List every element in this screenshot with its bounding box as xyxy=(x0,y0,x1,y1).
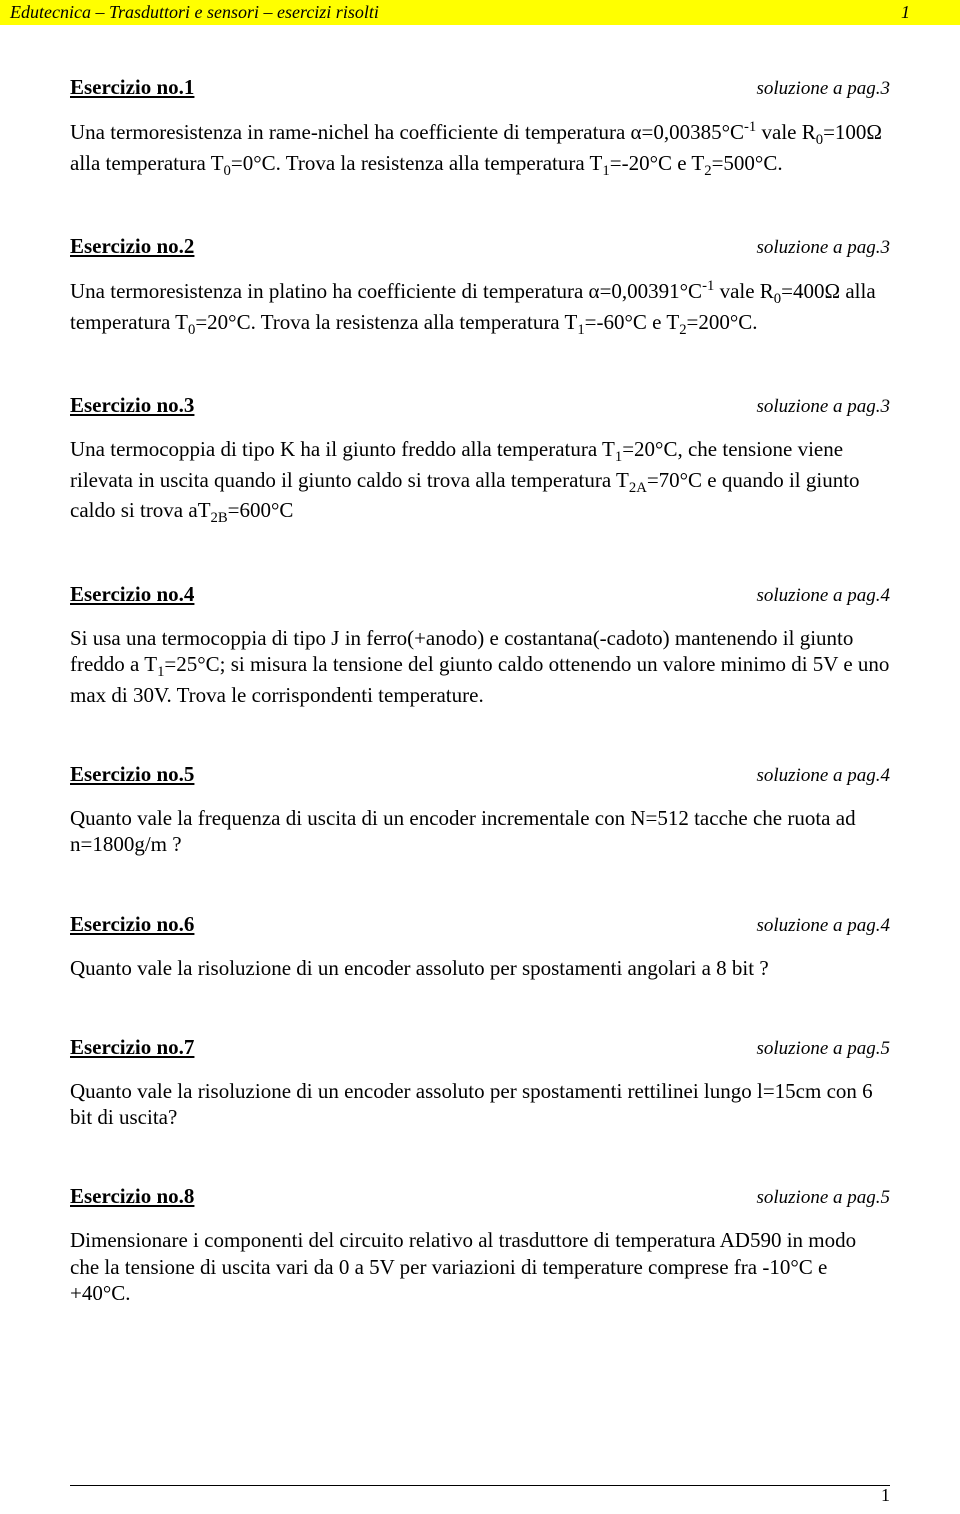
exercise-block: Esercizio no.5 soluzione a pag.4 Quanto va… xyxy=(70,762,890,858)
exercise-title: Esercizio no.5 xyxy=(70,762,194,787)
solution-reference: soluzione a pag.4 xyxy=(756,765,890,787)
exercise-body: Quanto vale la risoluzione di un encoder… xyxy=(70,955,890,981)
exercise-block: Esercizio no.3 soluzione a pag.3 Una termo… xyxy=(70,393,890,528)
exercise-title: Esercizio no.2 xyxy=(70,234,194,259)
solution-reference: soluzione a pag.5 xyxy=(756,1038,890,1060)
solution-reference: soluzione a pag.3 xyxy=(756,237,890,259)
exercise-header: Esercizio no.6 soluzione a pag.4 xyxy=(70,912,890,937)
page: Edutecnica – Trasduttori e sensori – ese… xyxy=(0,0,960,1514)
solution-reference: soluzione a pag.4 xyxy=(756,915,890,937)
exercise-header: Esercizio no.1 soluzione a pag.3 xyxy=(70,75,890,100)
exercise-header: Esercizio no.8 soluzione a pag.5 xyxy=(70,1184,890,1209)
exercise-title: Esercizio no.6 xyxy=(70,912,194,937)
header-title: Edutecnica – Trasduttori e sensori – ese… xyxy=(10,2,379,23)
exercise-header: Esercizio no.5 soluzione a pag.4 xyxy=(70,762,890,787)
exercise-body: Si usa una termocoppia di tipo J in ferr… xyxy=(70,625,890,708)
exercise-block: Esercizio no.8 soluzione a pag.5 Dimension… xyxy=(70,1184,890,1306)
exercise-block: Esercizio no.7 soluzione a pag.5 Quanto va… xyxy=(70,1035,890,1131)
exercise-body: Quanto vale la frequenza di uscita di un… xyxy=(70,805,890,858)
exercise-body: Una termocoppia di tipo K ha il giunto f… xyxy=(70,436,890,528)
footer-page-number: 1 xyxy=(881,1485,890,1506)
header-bar: Edutecnica – Trasduttori e sensori – ese… xyxy=(0,0,960,25)
exercise-block: Esercizio no.4 soluzione a pag.4 Si usa un… xyxy=(70,582,890,708)
exercise-title: Esercizio no.8 xyxy=(70,1184,194,1209)
exercise-block: Esercizio no.1 soluzione a pag.3 Una termo… xyxy=(70,75,890,180)
exercise-title: Esercizio no.7 xyxy=(70,1035,194,1060)
exercise-header: Esercizio no.3 soluzione a pag.3 xyxy=(70,393,890,418)
exercise-title: Esercizio no.3 xyxy=(70,393,194,418)
exercise-title: Esercizio no.1 xyxy=(70,75,194,100)
exercise-body: Una termoresistenza in platino ha coeffi… xyxy=(70,277,890,339)
solution-reference: soluzione a pag.3 xyxy=(756,78,890,100)
content-area: Esercizio no.1 soluzione a pag.3 Una termo… xyxy=(0,25,960,1380)
exercise-body: Quanto vale la risoluzione di un encoder… xyxy=(70,1078,890,1131)
exercise-header: Esercizio no.7 soluzione a pag.5 xyxy=(70,1035,890,1060)
exercise-title: Esercizio no.4 xyxy=(70,582,194,607)
exercise-header: Esercizio no.2 soluzione a pag.3 xyxy=(70,234,890,259)
solution-reference: soluzione a pag.5 xyxy=(756,1187,890,1209)
solution-reference: soluzione a pag.3 xyxy=(756,396,890,418)
exercise-header: Esercizio no.4 soluzione a pag.4 xyxy=(70,582,890,607)
exercise-body: Una termoresistenza in rame-nichel ha co… xyxy=(70,118,890,180)
exercise-body: Dimensionare i componenti del circuito r… xyxy=(70,1227,890,1306)
footer-divider xyxy=(70,1485,890,1486)
solution-reference: soluzione a pag.4 xyxy=(756,585,890,607)
exercise-block: Esercizio no.6 soluzione a pag.4 Quanto va… xyxy=(70,912,890,981)
header-page-number: 1 xyxy=(901,2,950,23)
exercise-block: Esercizio no.2 soluzione a pag.3 Una termo… xyxy=(70,234,890,339)
